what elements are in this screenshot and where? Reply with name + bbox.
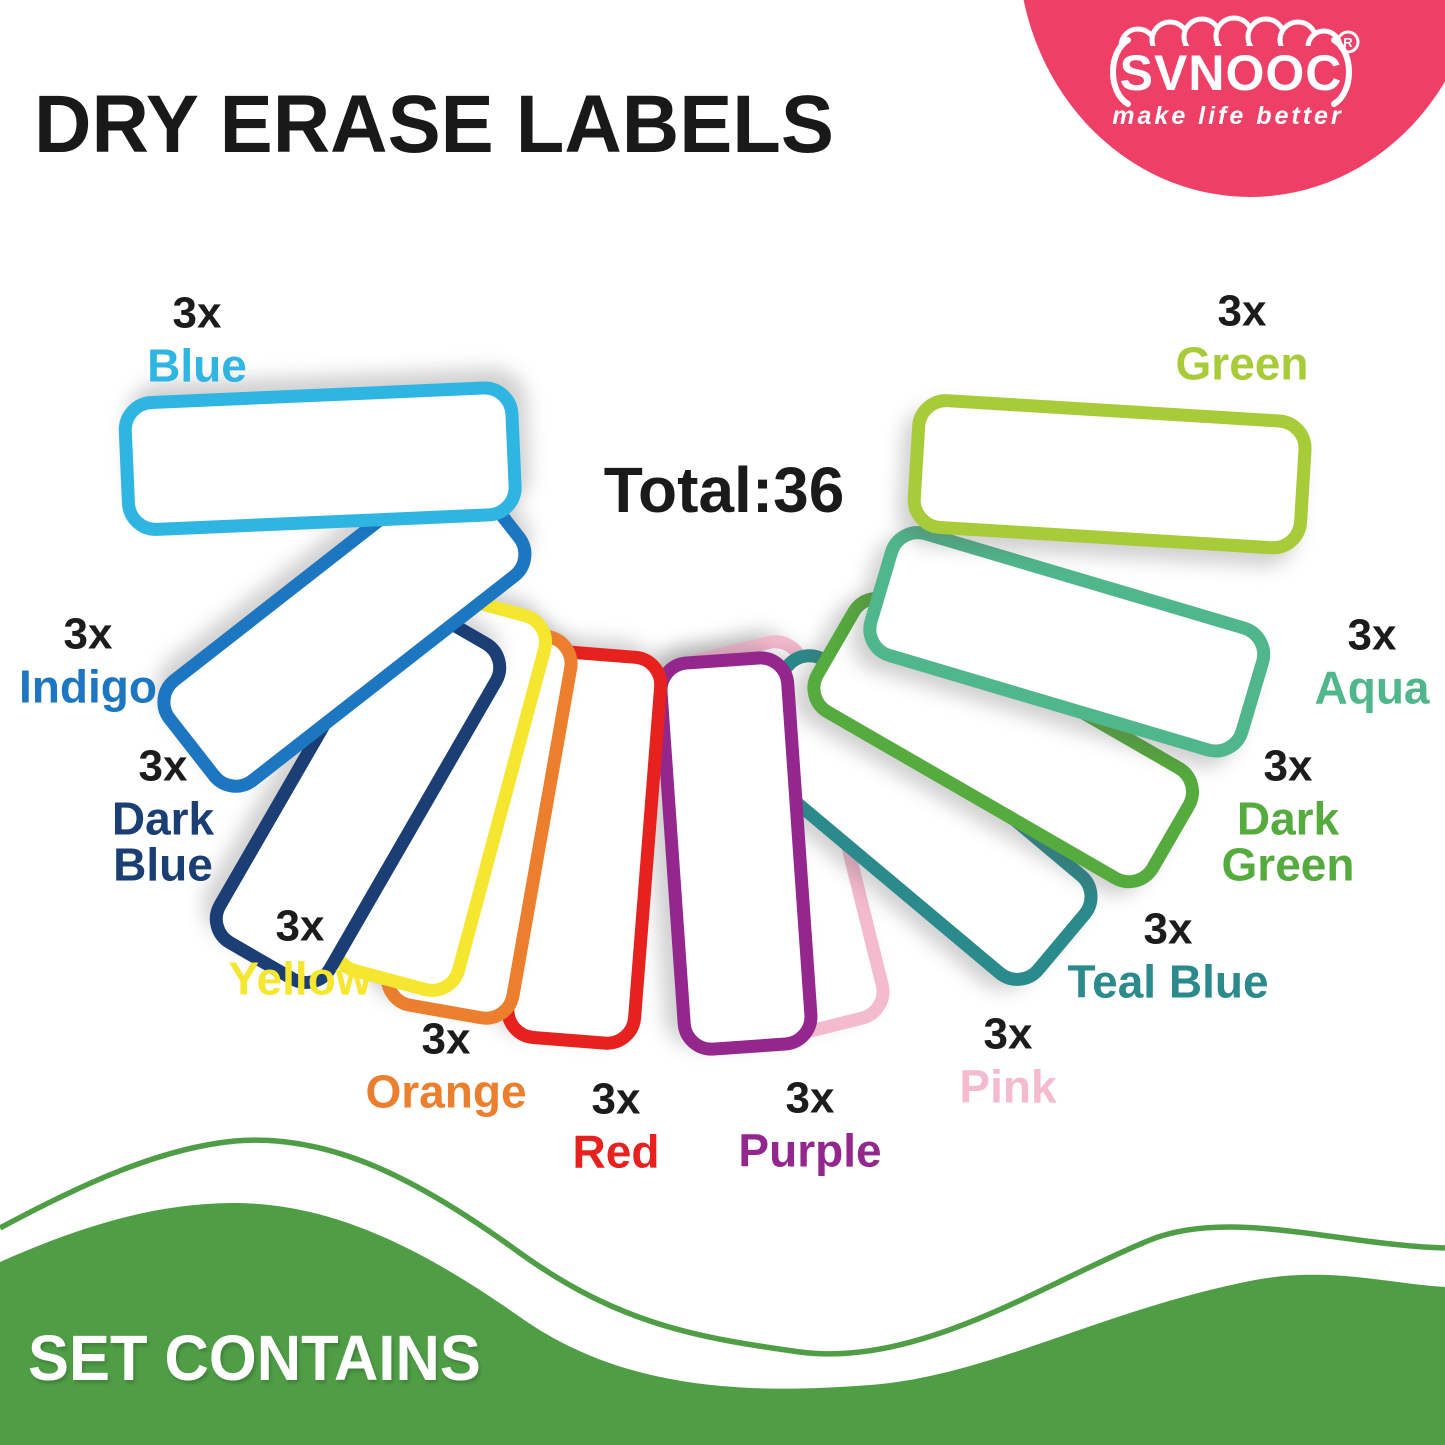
label-color-name-line: Dark [111,792,215,844]
registered-mark-icon [1336,30,1360,54]
label-tag-green: 3x Green [1175,286,1309,389]
brand-tagline: make life better [1112,102,1343,130]
brand-name: SVNOOC [1120,45,1343,101]
label-color-name-line: Dark [1236,792,1340,844]
registered-mark-letter: R [1343,35,1353,50]
label-tag-indigo: 3x Indigo [19,609,157,713]
label-count: 3x [63,609,113,659]
label-color-name: Green [1175,337,1309,389]
label-color-name: Dark Blue [112,795,214,887]
footer-wave-outline [0,1137,1445,1357]
footer-wave-fill [0,1202,1445,1445]
cloud-left-swoosh-icon [1110,37,1131,107]
label-sticker-blue [117,380,524,538]
label-tag-orange: 3x Orange [365,1014,527,1118]
label-tag-purple: 3x Purple [738,1073,882,1177]
label-tag-red: 3x Red [572,1074,660,1177]
label-color-name: Purple [738,1124,882,1177]
label-count: 3x [1217,286,1267,335]
label-count: 3x [421,1014,471,1064]
label-color-name: Pink [959,1060,1057,1113]
label-tag-blue: 3x Blue [147,288,247,392]
label-tag-yellow: 3x Yellow [228,901,372,1004]
label-count: 3x [1263,741,1313,790]
label-tag-dark-blue: 3x Dark Blue [112,741,214,888]
label-color-name-line: Green [1221,838,1355,890]
label-color-name: Orange [365,1065,527,1118]
label-tag-teal-blue: 3x Teal Blue [1067,904,1269,1008]
label-count: 3x [983,1009,1033,1059]
footer-wave [0,1137,1445,1445]
label-count: 3x [275,901,325,950]
label-color-name-line: Blue [113,838,213,890]
label-tag-dark-green: 3x Dark Green [1222,741,1355,888]
label-tag-pink: 3x Pink [959,1009,1057,1113]
label-tag-aqua: 3x Aqua [1314,610,1430,714]
label-count: 3x [138,741,188,790]
footer-heading: SET CONTAINS [28,1322,481,1394]
label-color-name: Teal Blue [1067,955,1269,1008]
page-title: DRY ERASE LABELS [34,79,834,170]
label-sticker-purple [652,649,820,1058]
label-count: 3x [1347,610,1397,660]
total-count: Total:36 [603,454,845,526]
label-color-name: Blue [147,339,247,392]
label-color-name: Indigo [19,660,157,713]
label-count: 3x [785,1073,835,1123]
label-count: 3x [172,288,222,338]
label-sticker-green [905,392,1314,557]
label-count: 3x [1143,904,1193,954]
label-color-name: Yellow [228,952,372,1004]
label-color-name: Dark Green [1222,795,1355,887]
label-count: 3x [591,1074,641,1123]
label-color-name: Aqua [1314,661,1430,714]
label-color-name: Red [572,1125,660,1177]
brand-badge: SVNOOC R make life better [1023,0,1445,197]
